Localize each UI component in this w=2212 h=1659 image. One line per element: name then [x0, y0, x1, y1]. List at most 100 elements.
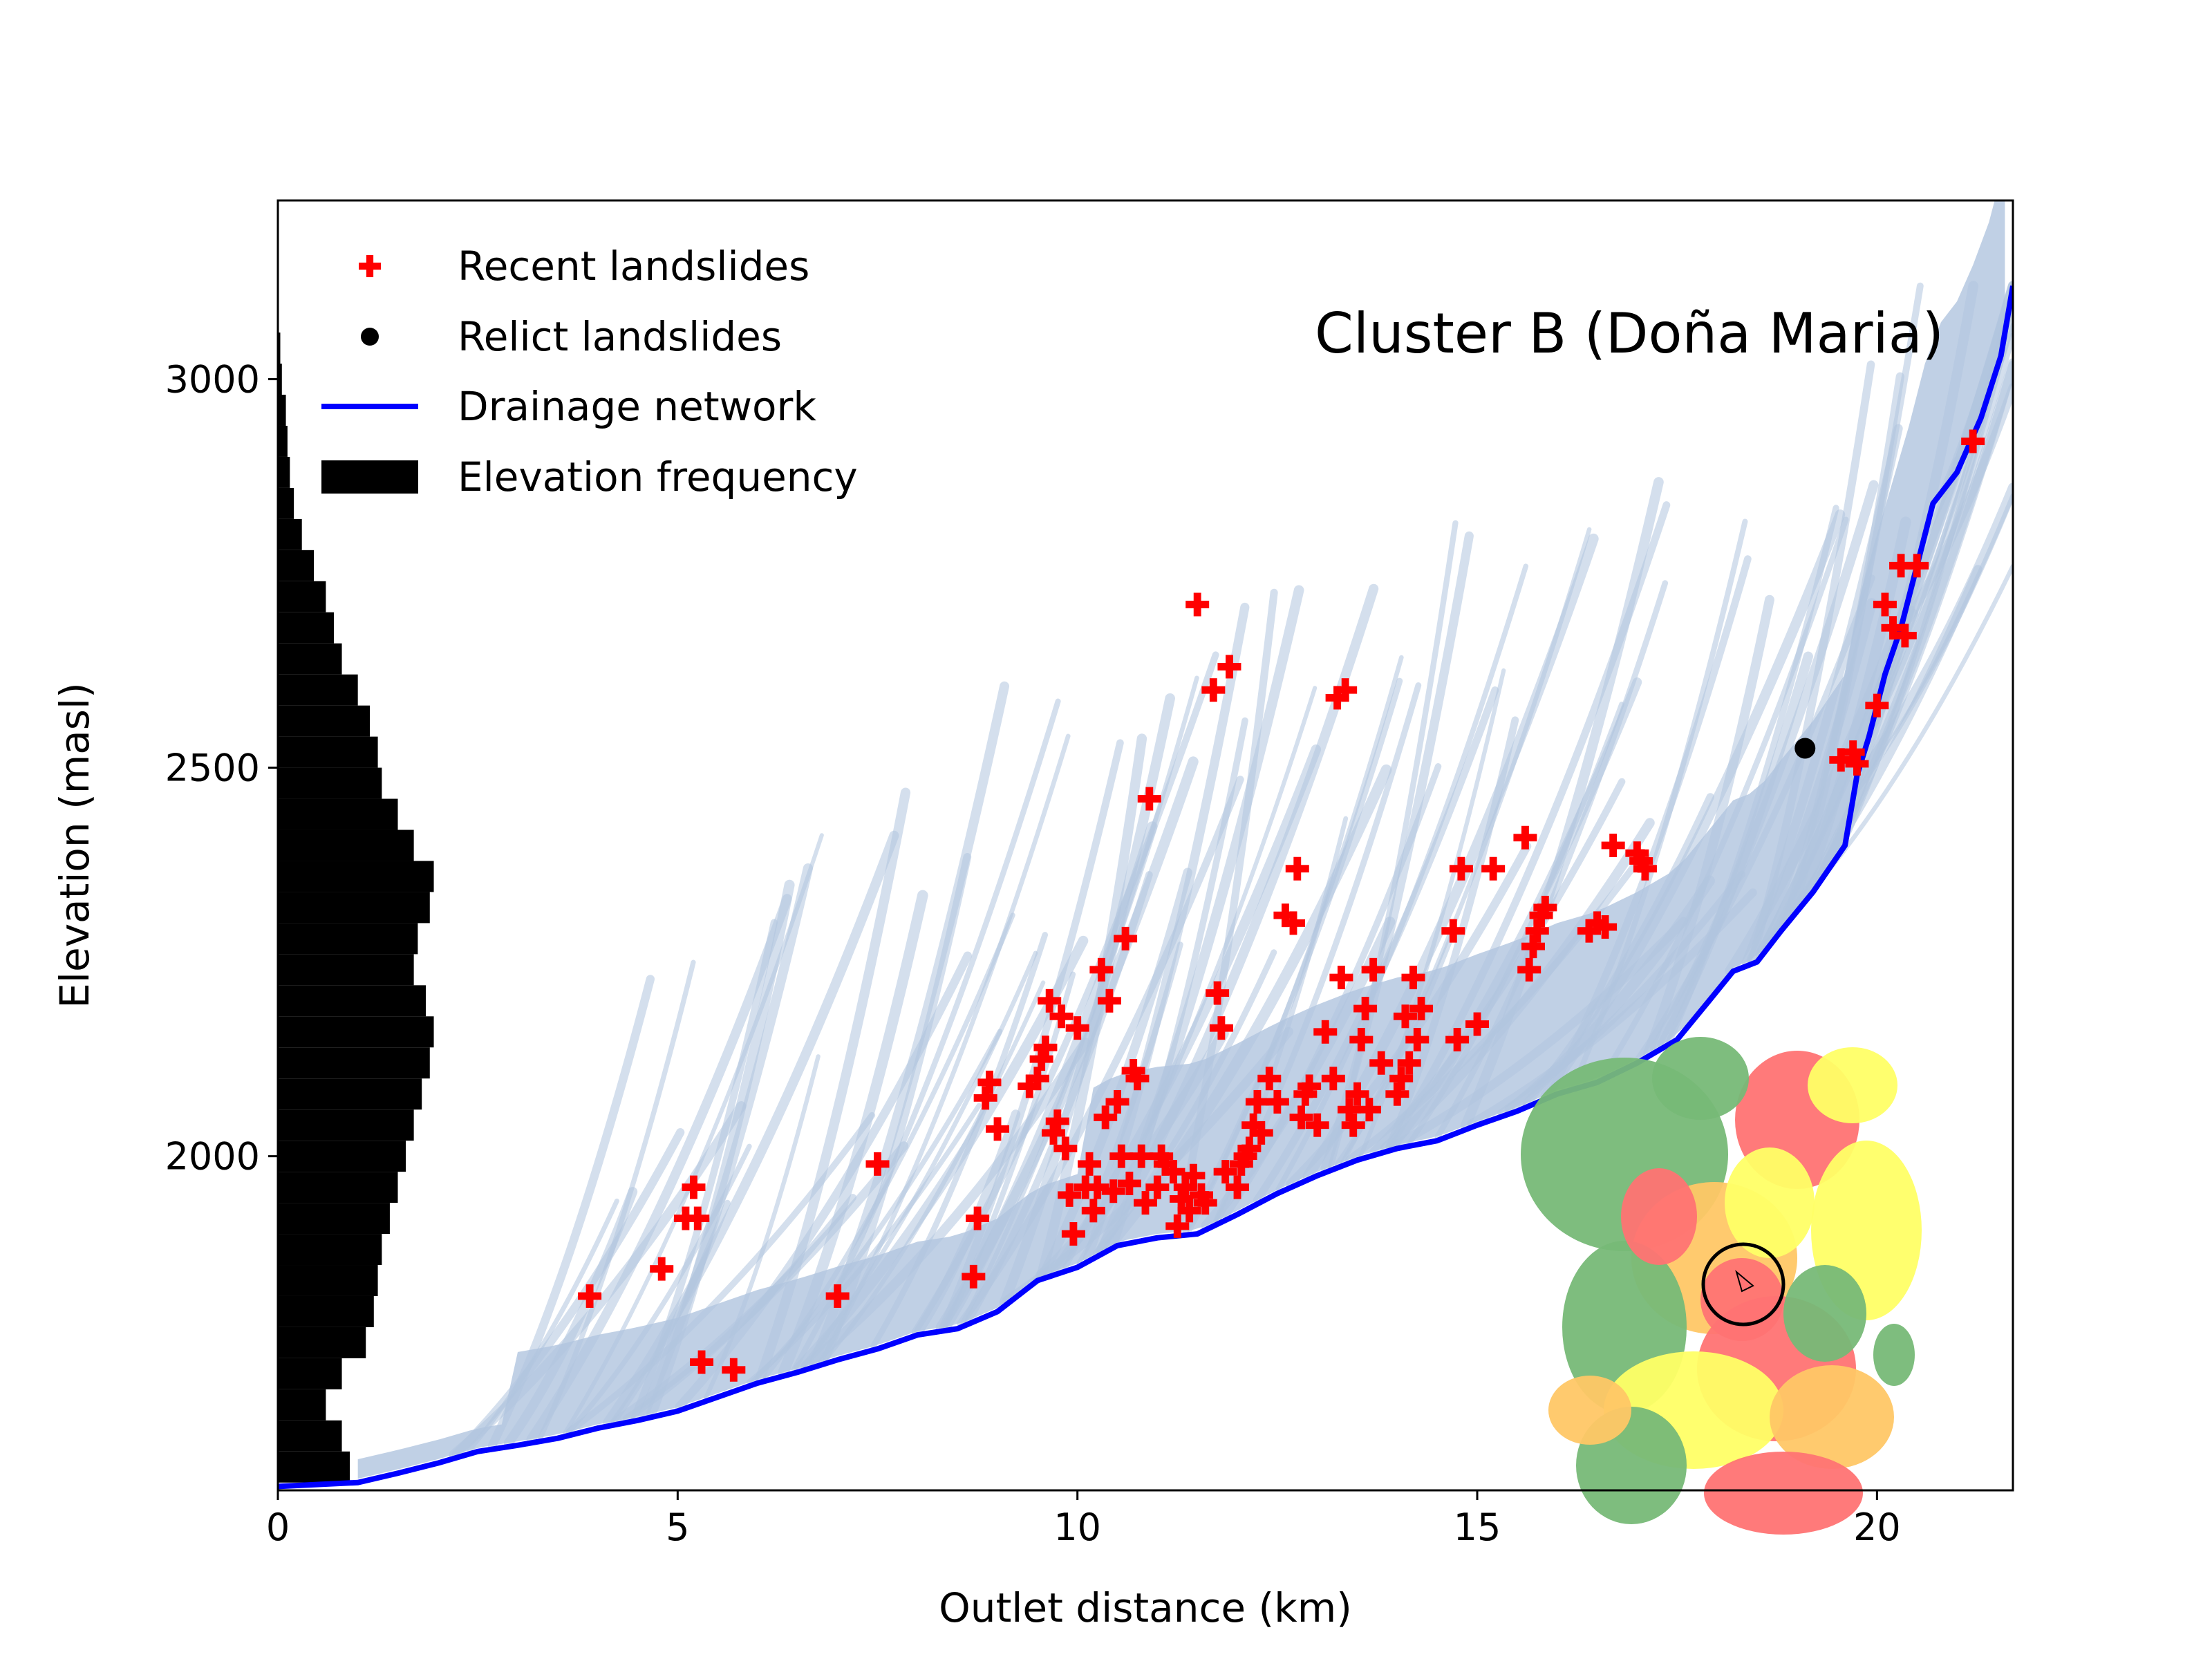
recent-landslide-point [1369, 1051, 1394, 1075]
histogram-bar [278, 798, 398, 830]
recent-landslide-point [973, 1086, 997, 1110]
recent-landslide-point [1313, 1020, 1338, 1044]
recent-landslide-point [1025, 1067, 1049, 1091]
recent-landslide-point [1189, 1183, 1213, 1207]
histogram-bar [278, 954, 414, 986]
recent-landslide-point [1209, 1016, 1233, 1040]
recent-landslide-point [1585, 911, 1609, 935]
recent-landslide-point [1105, 1089, 1130, 1114]
histogram-bar [278, 1389, 326, 1421]
legend-label: Elevation frequency [458, 453, 858, 500]
recent-landslide-point [1517, 957, 1541, 982]
histogram-bar [278, 364, 282, 395]
recent-landslide-point [1074, 1175, 1098, 1199]
recent-landslide-point [1873, 592, 1897, 617]
recent-landslide-point [722, 1358, 746, 1382]
recent-landslide-point [1841, 740, 1865, 765]
recent-landslide-point [1229, 1152, 1253, 1176]
recent-landslide-point [1226, 1175, 1250, 1199]
recent-landslide-point [578, 1284, 602, 1308]
recent-landslide-point [1153, 1152, 1177, 1176]
recent-landslide-point [1029, 1047, 1053, 1071]
histogram-bar [278, 1047, 430, 1079]
legend-swatch-plus [359, 255, 381, 277]
inset-map [1521, 1037, 1922, 1535]
relict-landslides-series [1794, 738, 1816, 759]
recent-landslide-point [1165, 1214, 1190, 1238]
recent-landslide-point [1361, 957, 1385, 982]
histogram-bar [278, 892, 430, 924]
legend-label: Relict landslides [458, 313, 782, 360]
histogram-bar [278, 612, 334, 644]
x-tick-label: 15 [1454, 1506, 1501, 1549]
y-axis: 2000 2500 3000 [165, 358, 278, 1179]
recent-landslide-point [1321, 1067, 1345, 1091]
recent-landslide-point [1121, 1058, 1145, 1082]
y-axis-label: Elevation (masl) [51, 682, 98, 1008]
inset-map-region [1770, 1365, 1894, 1469]
recent-landslide-point [1206, 981, 1230, 1005]
recent-landslide-point [1058, 1183, 1082, 1207]
recent-landslide-point [1341, 1113, 1365, 1137]
recent-landslide-point [1577, 919, 1601, 943]
histogram-bar [278, 767, 382, 799]
recent-landslide-point [1281, 911, 1305, 935]
recent-landslide-point [986, 1117, 1010, 1141]
histogram-bar [278, 1016, 434, 1048]
recent-landslide-point [1233, 1144, 1257, 1168]
recent-landslide-point [1249, 1121, 1273, 1145]
histogram-bar [278, 425, 288, 457]
recent-landslide-point [1397, 1051, 1421, 1075]
recent-landslide-point [1053, 1136, 1078, 1161]
drainage-network-series [278, 285, 2013, 1490]
recent-landslide-point [1409, 997, 1434, 1021]
recent-landslide-point [1889, 554, 1913, 578]
recent-landslide-point [1109, 1144, 1134, 1168]
recent-landslide-point [1125, 1067, 1150, 1091]
hillslope-profile [451, 1127, 685, 1459]
recent-landslide-point [1337, 1098, 1361, 1122]
histogram-bar [278, 487, 294, 519]
recent-landslide-point [1117, 1171, 1141, 1195]
recent-landslide-point [1481, 856, 1506, 881]
recent-landslide-point [1038, 988, 1062, 1013]
recent-landslide-point [1293, 1082, 1318, 1106]
recent-landslide-point [1333, 678, 1358, 702]
x-tick-label: 10 [1053, 1506, 1101, 1549]
inset-map-region [1700, 1258, 1783, 1341]
histogram-bar [278, 1203, 390, 1235]
histogram-bar [278, 736, 378, 768]
histogram-bar [278, 1327, 366, 1358]
histogram-bar [278, 1420, 342, 1452]
recent-landslide-point [1145, 1175, 1170, 1199]
recent-landslides-series [578, 429, 1985, 1382]
recent-landslide-point [1089, 957, 1114, 982]
recent-landslide-point [1101, 1179, 1125, 1203]
recent-landslide-point [1297, 1074, 1322, 1098]
histogram-bar [278, 923, 418, 955]
recent-landslide-point [962, 1264, 986, 1288]
recent-landslide-point [1405, 1028, 1430, 1052]
hillslope-profile [1850, 482, 2013, 788]
recent-landslide-point [1170, 1187, 1194, 1211]
recent-landslide-point [1345, 1082, 1369, 1106]
x-axis: 0 5 10 15 20 [266, 1490, 1901, 1549]
recent-landslide-point [1134, 1191, 1157, 1215]
recent-landslide-point [1845, 751, 1869, 776]
histogram-bar [278, 861, 434, 892]
recent-landslide-point [1893, 624, 1917, 648]
recent-landslide-point [1257, 1067, 1282, 1091]
recent-landslide-point [1529, 903, 1553, 928]
recent-landslide-point [825, 1284, 850, 1308]
recent-landslide-point [1237, 1136, 1262, 1161]
recent-landslide-point [1041, 1121, 1065, 1145]
recent-landslide-point [1533, 895, 1557, 919]
recent-landslide-point [1049, 1004, 1074, 1029]
histogram-bar [278, 643, 342, 675]
recent-landslide-point [1285, 856, 1309, 881]
inset-map-region [1808, 1047, 1897, 1123]
recent-landslide-point [1305, 1113, 1329, 1137]
histogram-bar [278, 1109, 414, 1141]
recent-landslide-point [1078, 1152, 1102, 1176]
